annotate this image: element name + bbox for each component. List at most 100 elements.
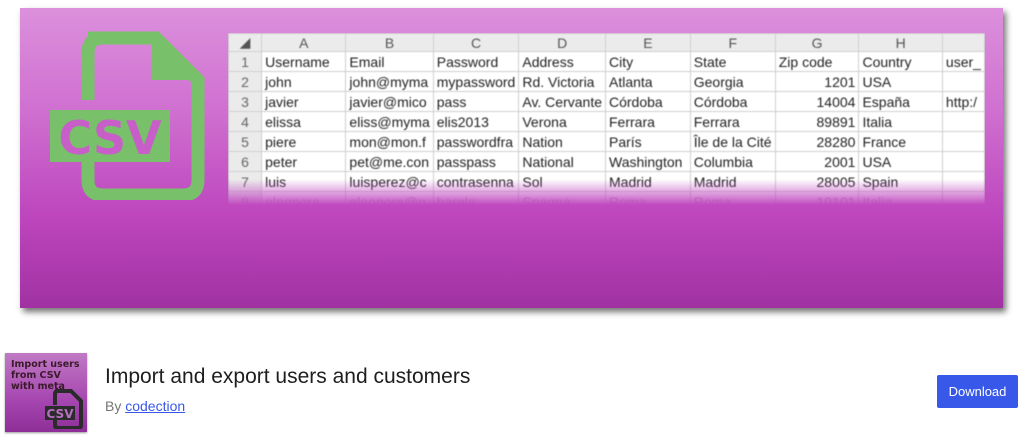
table-cell [941, 191, 985, 205]
table-cell: Rd. Victoria [518, 71, 606, 92]
svg-text:CSV: CSV [58, 111, 162, 165]
table-cell: mon@mon.f [345, 131, 434, 152]
column-header: H [858, 33, 943, 52]
table-cell: Username [261, 51, 347, 72]
column-header: F [689, 33, 776, 52]
table-cell: 1201 [774, 71, 860, 92]
table-cell: Roma [689, 191, 776, 205]
table-cell: París [605, 131, 691, 152]
table-cell: National [518, 151, 606, 172]
plugin-thumbnail[interactable]: Import users from CSV with meta CSV [5, 353, 87, 432]
table-cell: Córdoba [689, 91, 776, 112]
table-cell: Madrid [605, 171, 691, 192]
table-cell: España [858, 91, 943, 112]
csv-file-icon: CSV [50, 31, 205, 200]
row-number: 8 [228, 191, 263, 205]
table-cell: Spain [858, 171, 943, 192]
column-header: B [345, 33, 434, 52]
table-cell: Ferrara [605, 111, 691, 132]
spreadsheet-table: ◢ A B C D E F G H 1 Username Email Password Address C… [228, 33, 985, 205]
table-row: 4 elissa eliss@myma elis2013 Verona Ferrara Fe… [228, 111, 985, 132]
table-cell [941, 111, 985, 132]
table-row: 8 eleonora eleonora@g barele Spagna Roma Roma 1… [228, 191, 985, 205]
table-cell: Ferrara [689, 111, 776, 132]
table-row: 6 peter pet@me.con passpass National Washingt… [228, 151, 985, 172]
column-header: E [605, 33, 691, 52]
table-cell: peter [261, 151, 347, 172]
column-header: A [261, 33, 347, 52]
table-cell: Country [858, 51, 943, 72]
plugin-title: Import and export users and customers [105, 365, 471, 388]
table-row: 5 piere mon@mon.f passwordfra Nation París Île… [228, 131, 985, 152]
table-cell: Columbia [689, 151, 776, 172]
table-cell: USA [858, 151, 943, 172]
table-cell: 28280 [774, 131, 860, 152]
table-cell: 89891 [774, 111, 860, 132]
table-cell: eliss@myma [345, 111, 434, 132]
table-row: 3 javier javier@mico pass Av. Cervante Córdob… [228, 91, 985, 112]
table-cell [941, 151, 985, 172]
table-cell: 14004 [774, 91, 860, 112]
table-cell: Roma [605, 191, 691, 205]
column-header: D [518, 33, 606, 52]
table-cell: Córdoba [605, 91, 691, 112]
table-cell: Spagna [518, 191, 606, 205]
table-cell: javier@mico [345, 91, 434, 112]
table-cell: Madrid [689, 171, 776, 192]
table-cell: luis [261, 171, 347, 192]
table-cell: Zip code [774, 51, 860, 72]
table-cell: 10101 [774, 191, 860, 205]
table-cell: Georgia [689, 71, 776, 92]
spreadsheet-preview: ◢ A B C D E F G H 1 Username Email Password Address C… [228, 33, 985, 205]
table-cell: France [858, 131, 943, 152]
author-link[interactable]: codection [125, 398, 186, 414]
table-cell: Île de la Cité [689, 131, 776, 152]
table-cell: Italia [858, 111, 943, 132]
table-cell: Washington [605, 151, 691, 172]
column-header [941, 33, 985, 52]
table-cell: Address [518, 51, 606, 72]
table-cell: Password [432, 51, 520, 72]
by-label: By [105, 398, 122, 414]
row-number: 4 [228, 111, 263, 132]
table-cell: elissa [261, 111, 347, 132]
select-all-corner: ◢ [228, 33, 263, 52]
table-cell: user_ [941, 51, 985, 72]
table-cell: City [605, 51, 691, 72]
table-cell: barele [432, 191, 520, 205]
table-cell: Italia [858, 191, 943, 205]
table-cell: eleonora [261, 191, 347, 205]
table-row: 7 luis luisperez@c contrasenna Sol Madrid Madr… [228, 171, 985, 192]
row-number: 1 [228, 51, 263, 72]
thumbnail-text: Import users from CSV with meta [11, 359, 80, 392]
table-cell: javier [261, 91, 347, 112]
table-cell: Verona [518, 111, 606, 132]
table-row: 2 john john@myma mypassword Rd. Victoria Atla… [228, 71, 985, 92]
download-button[interactable]: Download [937, 375, 1018, 408]
svg-text:CSV: CSV [47, 407, 75, 421]
table-cell: piere [261, 131, 347, 152]
table-cell: 28005 [774, 171, 860, 192]
table-cell: pet@me.con [345, 151, 434, 172]
thumbnail-csv-icon: CSV [45, 389, 83, 429]
table-cell: john [261, 71, 347, 92]
row-number: 6 [228, 151, 263, 172]
table-cell [941, 71, 985, 92]
table-cell: mypassword [432, 71, 520, 92]
plugin-banner: CSV ◢ A B C D E F G H 1 Username Email Password Addr… [20, 8, 1003, 308]
table-cell: pass [432, 91, 520, 112]
table-row: 1 Username Email Password Address City State Zi… [228, 51, 985, 72]
plugin-byline: By codection [105, 398, 185, 414]
table-cell: Av. Cervante [518, 91, 606, 112]
table-cell: Sol [518, 171, 606, 192]
table-cell: eleonora@g [345, 191, 434, 205]
table-cell: elis2013 [432, 111, 520, 132]
table-cell: Atlanta [605, 71, 691, 92]
table-cell: luisperez@c [345, 171, 434, 192]
table-cell: Nation [518, 131, 606, 152]
table-cell: 2001 [774, 151, 860, 172]
table-cell [941, 131, 985, 152]
table-cell: USA [858, 71, 943, 92]
table-cell: john@myma [345, 71, 434, 92]
table-cell: Email [345, 51, 434, 72]
